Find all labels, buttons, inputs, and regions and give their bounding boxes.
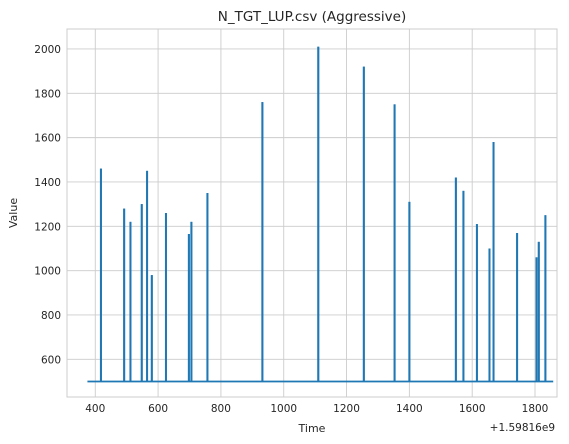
y-tick-label: 600 [41, 354, 61, 366]
y-tick-label: 1600 [34, 133, 61, 145]
y-tick-label: 2000 [34, 44, 61, 56]
y-tick-label: 1400 [34, 177, 61, 189]
x-axis-label: Time [298, 422, 326, 435]
x-tick-label: 1400 [396, 403, 423, 415]
x-tick-label: 1200 [333, 403, 360, 415]
y-tick-labels: 600 800 1000 1200 1400 1600 1800 2000 [34, 44, 61, 366]
y-tick-label: 1000 [34, 266, 61, 278]
y-tick-label: 800 [41, 310, 61, 322]
x-tick-label: 1000 [270, 403, 297, 415]
x-tick-label: 600 [148, 403, 168, 415]
series-path [87, 46, 554, 383]
series-line [87, 46, 554, 383]
x-axis-offset-label: +1.59816e9 [490, 422, 555, 434]
x-tick-label: 400 [85, 403, 105, 415]
plot-frame [66, 28, 558, 398]
x-tick-label: 1600 [459, 403, 486, 415]
x-tick-labels: 400 600 800 1000 1200 1400 1600 1800 [85, 403, 548, 415]
grid-lines [67, 29, 557, 397]
y-tick-label: 1800 [34, 88, 61, 100]
x-tick-label: 1800 [522, 403, 549, 415]
y-axis-label: Value [7, 198, 20, 228]
x-tick-label: 800 [211, 403, 231, 415]
chart-title: N_TGT_LUP.csv (Aggressive) [218, 9, 406, 25]
y-tick-label: 1200 [34, 221, 61, 233]
